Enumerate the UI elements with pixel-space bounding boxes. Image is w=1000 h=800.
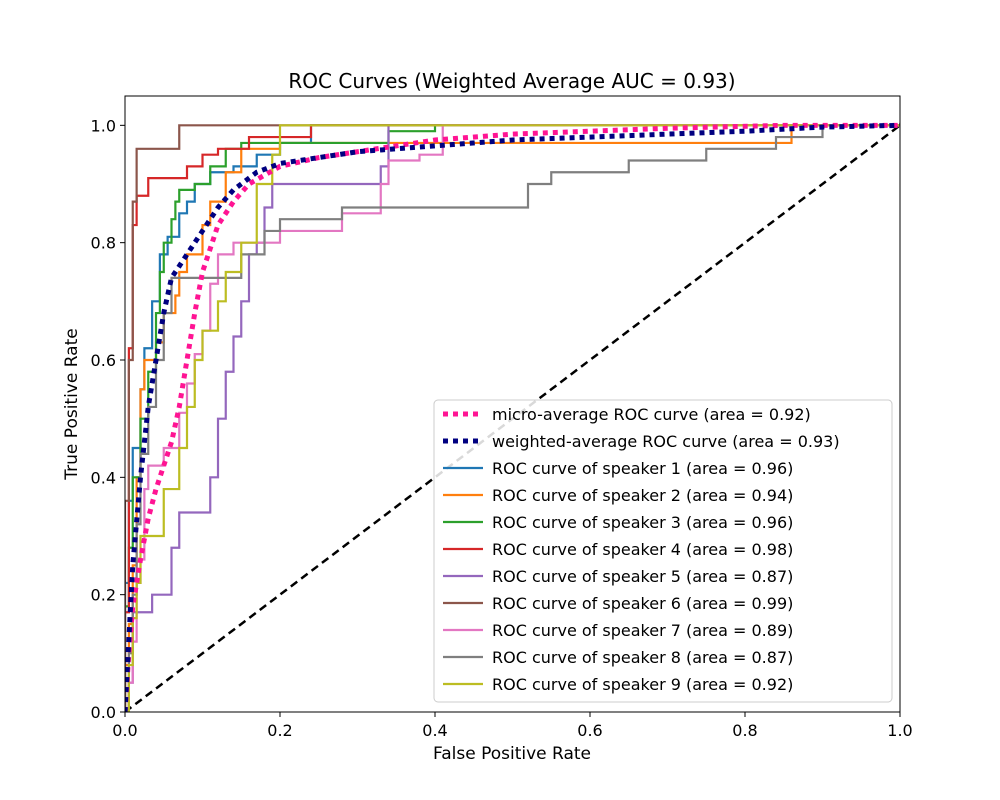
- series-line: [125, 124, 900, 712]
- legend-box: [433, 399, 893, 703]
- y-tick-label: 0.4: [91, 468, 116, 487]
- y-tick-label: 0.2: [91, 586, 116, 605]
- series-line: [125, 124, 900, 712]
- legend-label: ROC curve of speaker 1 (area = 0.96): [492, 459, 793, 478]
- legend-label: ROC curve of speaker 6 (area = 0.99): [492, 594, 793, 613]
- series-layer: [125, 122, 900, 712]
- x-tick-label: 0.6: [577, 721, 602, 740]
- x-tick-label: 0.8: [732, 721, 757, 740]
- series-line: [125, 124, 900, 712]
- y-tick-label: 0.0: [91, 703, 116, 722]
- series-line: [125, 122, 900, 712]
- series-line: [125, 124, 900, 712]
- y-tick-label: 0.6: [91, 351, 116, 370]
- chart-title: ROC Curves (Weighted Average AUC = 0.93): [288, 69, 735, 93]
- x-tick-label: 0.4: [422, 721, 447, 740]
- x-tick-label: 1.0: [887, 721, 912, 740]
- series-line: [125, 124, 900, 712]
- plot-frame: [124, 95, 901, 713]
- legend-label: ROC curve of speaker 9 (area = 0.92): [492, 675, 793, 694]
- legend-label: ROC curve of speaker 2 (area = 0.94): [492, 486, 793, 505]
- legend-label: micro-average ROC curve (area = 0.92): [492, 405, 811, 424]
- legend-label: ROC curve of speaker 7 (area = 0.89): [492, 621, 793, 640]
- legend: micro-average ROC curve (area = 0.92) wei…: [433, 399, 893, 703]
- y-tick-label: 0.8: [91, 234, 116, 253]
- series-line: [125, 124, 900, 712]
- legend-label: weighted-average ROC curve (area = 0.93): [492, 432, 840, 451]
- x-tick-label: 0.0: [112, 721, 137, 740]
- y-tick-label: 1.0: [91, 116, 116, 135]
- x-tick-label: 0.2: [267, 721, 292, 740]
- legend-label: ROC curve of speaker 8 (area = 0.87): [492, 648, 793, 667]
- legend-label: ROC curve of speaker 4 (area = 0.98): [492, 540, 793, 559]
- series-line: [125, 124, 900, 712]
- legend-label: ROC curve of speaker 3 (area = 0.96): [492, 513, 793, 532]
- x-axis: 0.0 0.2 0.4 0.6 0.8 1.0: [112, 712, 913, 740]
- legend-label: ROC curve of speaker 5 (area = 0.87): [492, 567, 793, 586]
- x-axis-label: False Positive Rate: [433, 744, 591, 764]
- y-axis-label: True Positive Rate: [62, 328, 82, 480]
- series-line: [125, 122, 900, 712]
- y-axis: 0.0 0.2 0.4 0.6 0.8 1.0: [91, 116, 125, 722]
- series-line: [125, 124, 900, 712]
